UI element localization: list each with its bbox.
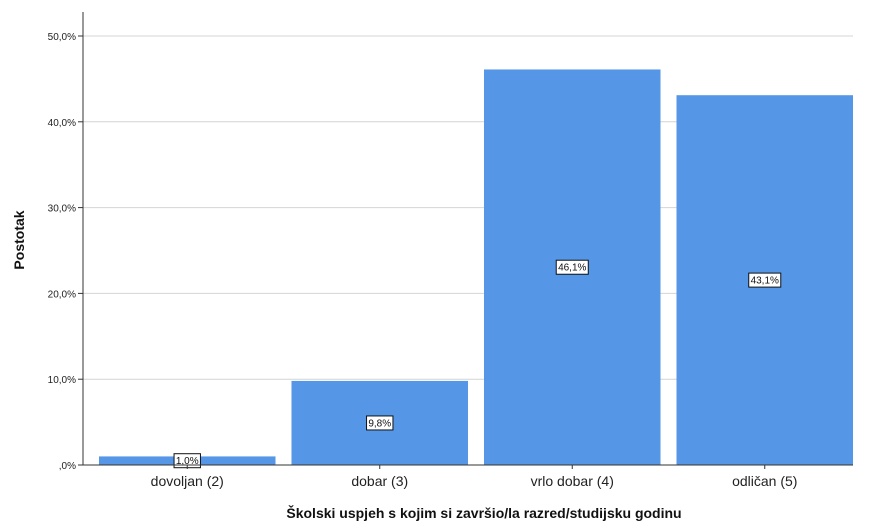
x-tick-label: odličan (5)	[732, 473, 797, 489]
data-labels: 1,0% 9,8% 46,1% 43,1%	[173, 259, 782, 469]
x-tick-label: dobar (3)	[351, 473, 408, 489]
bars	[99, 69, 853, 466]
y-tick-label: 30,0%	[48, 204, 76, 215]
data-label-text: 9,8%	[368, 418, 391, 429]
y-tick-label: 20,0%	[48, 289, 76, 300]
x-axis: dovoljan (2) dobar (3) vrlo dobar (4) odlič…	[83, 464, 853, 489]
data-label-box	[366, 415, 394, 431]
y-tick-label: 40,0%	[48, 118, 76, 129]
x-axis-title: Školski uspjeh s kojim si završio/la raz…	[286, 504, 681, 521]
y-axis-title: Postotak	[11, 210, 27, 269]
x-tick-label: dovoljan (2)	[151, 473, 224, 489]
data-label-box	[748, 272, 782, 288]
data-label-text: 1,0%	[176, 456, 199, 467]
y-tick-label: 10,0%	[48, 375, 76, 386]
y-tick-label: 50,0%	[48, 32, 76, 43]
data-label: 46,1%	[555, 259, 589, 275]
data-label: 1,0%	[173, 453, 201, 469]
data-label: 43,1%	[748, 272, 782, 288]
data-label-text: 43,1%	[751, 276, 779, 287]
y-axis: ,0% 10,0% 20,0% 30,0% 40,0% 50,0%	[48, 12, 84, 472]
data-label: 9,8%	[366, 415, 394, 431]
data-label-box	[555, 259, 589, 275]
x-tick-label: vrlo dobar (4)	[531, 473, 614, 489]
data-label-text: 46,1%	[558, 263, 586, 274]
y-tick-label: ,0%	[59, 461, 76, 472]
